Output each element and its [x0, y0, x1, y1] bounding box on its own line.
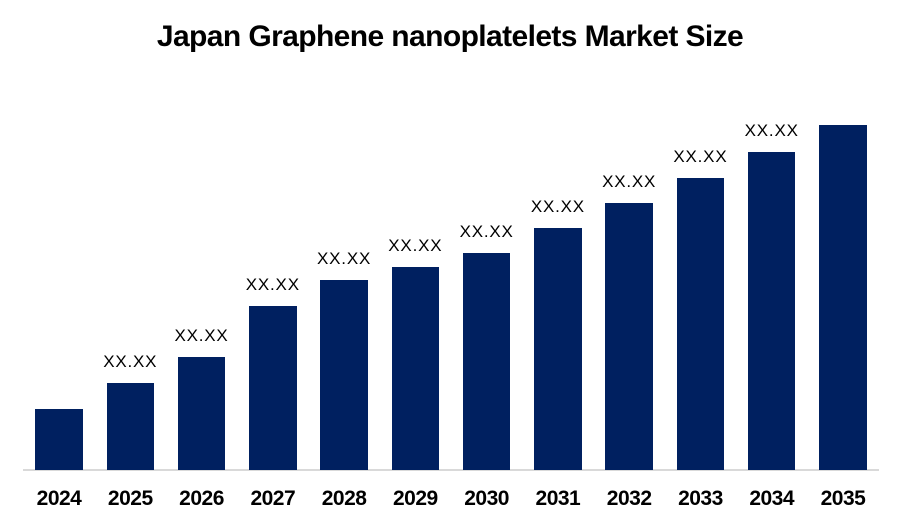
bar	[249, 306, 297, 470]
x-axis-label: 2028	[321, 487, 367, 510]
x-axis-label: 2025	[107, 487, 153, 510]
bar-value-label: XX.XX	[530, 197, 585, 216]
bar	[391, 267, 440, 470]
x-axis-label: 2033	[678, 487, 723, 510]
bar	[177, 357, 226, 470]
bar	[748, 152, 796, 470]
bar	[106, 383, 154, 470]
chart-title: Japan Graphene nanoplatelets Market Size	[156, 20, 744, 53]
bar	[35, 409, 83, 470]
bar-value-label: XX.XX	[245, 275, 300, 294]
bar-value-label: XX.XX	[673, 147, 728, 166]
x-axis-label: 2026	[179, 487, 224, 510]
bar	[534, 228, 582, 470]
x-axis-label: 2034	[749, 487, 795, 510]
bar	[819, 125, 867, 470]
x-axis-line	[23, 469, 879, 471]
x-axis-label: 2031	[535, 487, 581, 510]
bar-value-label: XX.XX	[459, 222, 514, 241]
bar-value-label: XX.XX	[103, 352, 158, 371]
x-axis-label: 2029	[392, 487, 438, 510]
bar	[320, 280, 368, 470]
x-axis-label: 2027	[250, 487, 296, 510]
x-axis-label: 2024	[36, 487, 82, 510]
bar-value-label: XX.XX	[317, 249, 372, 268]
x-axis-label: 2035	[820, 487, 866, 510]
x-axis-label: 2030	[464, 487, 509, 510]
bar	[676, 178, 725, 470]
bar-value-label: XX.XX	[744, 121, 799, 140]
x-axis-label: 2032	[606, 487, 652, 510]
bar-value-label: XX.XX	[174, 326, 229, 345]
bar-value-label: XX.XX	[388, 236, 443, 255]
bar	[605, 203, 653, 470]
bar-value-label: XX.XX	[602, 172, 657, 191]
bar	[462, 253, 511, 470]
